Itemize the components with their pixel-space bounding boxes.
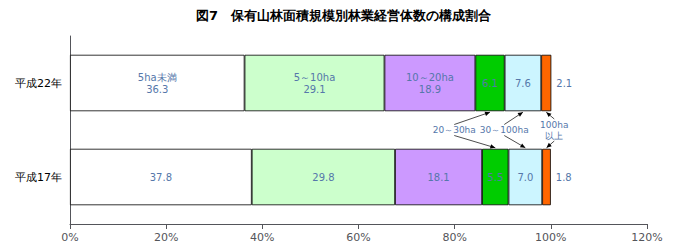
svg-text:7.6: 7.6 [515,78,531,89]
svg-text:平成22年: 平成22年 [15,77,62,90]
svg-text:5.5: 5.5 [487,172,503,183]
svg-text:20%: 20% [154,231,178,244]
svg-text:80%: 80% [442,231,466,244]
svg-text:18.1: 18.1 [427,172,449,183]
svg-text:18.9: 18.9 [419,84,441,95]
svg-text:29.1: 29.1 [303,84,325,95]
svg-text:5ha未満: 5ha未満 [138,72,177,83]
svg-text:以上: 以上 [545,131,563,141]
svg-text:1.8: 1.8 [556,172,572,183]
svg-text:37.8: 37.8 [150,172,172,183]
svg-text:6.1: 6.1 [482,78,498,89]
svg-text:36.3: 36.3 [146,84,168,95]
svg-text:60%: 60% [346,231,370,244]
svg-text:平成17年: 平成17年 [15,171,62,184]
svg-text:2.1: 2.1 [556,78,572,89]
svg-text:100ha: 100ha [540,120,568,130]
svg-text:30～100ha: 30～100ha [480,125,529,135]
svg-text:0%: 0% [61,231,78,244]
svg-text:29.8: 29.8 [312,172,334,183]
svg-text:10～20ha: 10～20ha [406,72,454,83]
svg-text:100%: 100% [535,231,566,244]
svg-text:図7 保有山林面積規模別林業経営体数の構成割合: 図7 保有山林面積規模別林業経営体数の構成割合 [196,8,491,23]
svg-text:20～30ha: 20～30ha [433,125,476,135]
svg-text:7.0: 7.0 [517,172,533,183]
svg-text:120%: 120% [631,231,662,244]
svg-text:40%: 40% [250,231,274,244]
svg-text:5～10ha: 5～10ha [294,72,336,83]
